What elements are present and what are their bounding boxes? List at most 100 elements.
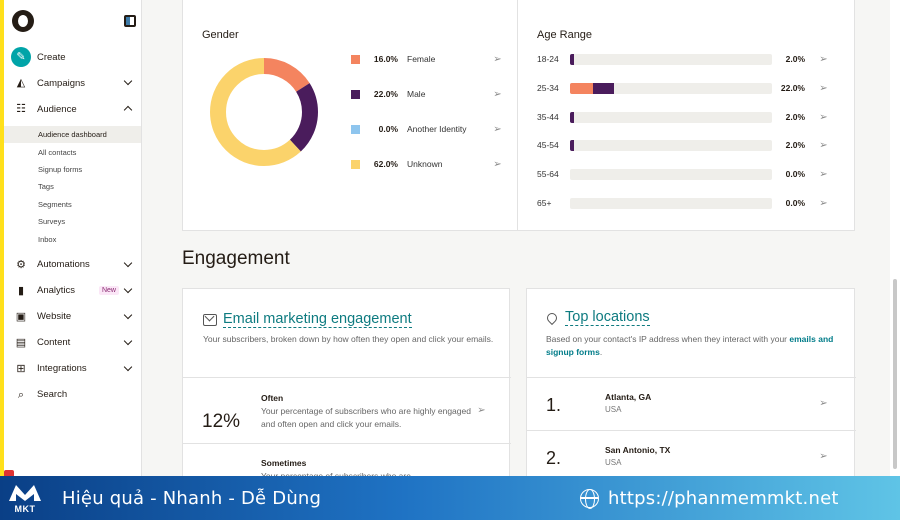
divider [183,443,511,444]
chevron-down-icon [123,284,133,293]
legend-label: Male [407,89,426,99]
legend-pct: 0.0% [378,124,398,134]
new-badge: New [98,285,119,295]
sidebar-nav: ✎ Create ◭ Campaigns ☷ Audience Audience… [4,44,141,408]
send-icon[interactable]: ➢ [819,169,828,180]
age-label: 18-24 [537,54,559,64]
send-icon[interactable]: ➢ [819,112,828,123]
location-country: USA [605,458,622,467]
divider [527,377,856,378]
sidebar-subitem-surveys[interactable]: Surveys [38,217,66,227]
sidebar-item-automations[interactable]: ⚙ Automations [4,252,141,278]
send-icon[interactable]: ➢ [493,158,502,170]
mkt-logo-icon [9,485,41,501]
divider [183,377,511,378]
donut-segment-male [210,58,318,166]
scrollbar-track[interactable] [890,0,900,476]
sidebar-item-audience[interactable]: ☷ Audience [4,96,141,122]
age-label: 65+ [537,198,552,208]
banner-url[interactable]: https://phanmemmkt.net [608,488,839,509]
promo-banner: MKT Hiệu quả - Nhanh - Dễ Dùng https://p… [0,476,900,520]
sidebar-item-search[interactable]: ⌕ Search [4,382,141,408]
sidebar-item-campaigns[interactable]: ◭ Campaigns [4,70,141,96]
send-icon[interactable]: ➢ [819,83,828,94]
send-icon[interactable]: ➢ [819,398,828,409]
sidebar-item-website[interactable]: ▣ Website [4,304,141,330]
legend-swatch [351,124,360,134]
donut-segment-unknown [210,58,318,166]
search-icon: ⌕ [17,388,25,401]
send-icon[interactable]: ➢ [493,123,502,135]
sidebar-item-analytics[interactable]: ▮ Analytics New [4,278,141,304]
send-icon[interactable]: ➢ [819,198,828,209]
legend-label: Female [407,54,436,64]
mailchimp-logo-icon[interactable] [12,10,34,32]
sidebar-item-label: Campaigns [37,77,86,89]
sidebar-item-label: Audience [37,103,77,115]
location-city: Atlanta, GA [605,392,652,402]
automation-icon: ⚙ [16,258,26,271]
sidebar-item-label: Search [37,389,68,401]
age-bar-segment [570,83,594,94]
age-row-55-64: 55-64 0.0% ➢ [537,167,837,181]
age-bar-track [570,198,772,209]
send-icon[interactable]: ➢ [493,88,502,100]
email-engagement-title[interactable]: Email marketing engagement [223,311,412,328]
content-icon: ▤ [15,336,27,349]
send-icon[interactable]: ➢ [819,451,828,462]
send-icon[interactable]: ➢ [819,54,828,65]
sidebar-subitem-tags[interactable]: Tags [38,182,54,192]
engagement-section-title: Engagement [182,248,290,269]
age-bar-segment [570,112,575,123]
legend-pct: 16.0% [373,54,398,64]
sidebar-subitem-signup-forms[interactable]: Signup forms [38,164,83,174]
chevron-down-icon [123,362,133,371]
chevron-down-icon [123,258,133,267]
sidebar-subitem-inbox[interactable]: Inbox [38,234,57,244]
age-pct: 2.0% [785,112,805,122]
age-range-title: Age Range [537,29,593,41]
sidebar-subitem-all-contacts[interactable]: All contacts [38,147,77,157]
sidebar-item-create[interactable]: ✎ Create [4,44,141,70]
gender-card: Gender 16.0% Female ➢ 22.0% Male ➢ 0.0% … [182,0,518,231]
emails-signup-forms-link[interactable]: emails and signup forms [546,334,834,357]
sidebar-item-integrations[interactable]: ⊞ Integrations [4,356,141,382]
sidebar-item-label: Automations [37,259,90,271]
engagement-sometimes-label: Sometimes [261,458,307,468]
send-icon[interactable]: ➢ [493,53,502,65]
legend-label: Unknown [407,159,443,169]
collapse-sidebar-icon[interactable] [124,15,136,27]
send-icon[interactable]: ➢ [819,140,828,151]
top-locations-title[interactable]: Top locations [565,309,650,326]
age-bar-track [570,169,772,180]
age-pct: 22.0% [780,83,805,93]
age-label: 45-54 [537,140,559,150]
send-icon[interactable]: ➢ [477,405,486,416]
top-locations-desc-text: Based on your contact's IP address when … [546,334,788,344]
chevron-down-icon [123,336,133,345]
window-edge [0,0,4,476]
legend-pct: 62.0% [373,159,398,169]
chevron-down-icon [123,310,133,319]
age-range-card: Age Range 18-24 2.0% ➢ 25-34 22.0% ➢ 35-44 2.0%… [517,0,855,231]
gender-legend-female: 16.0% Female ➢ [351,52,503,66]
age-bar-track [570,140,772,151]
gender-legend-another: 0.0% Another Identity ➢ [351,122,503,136]
legend-pct: 22.0% [373,89,398,99]
gender-title: Gender [202,29,239,41]
sidebar-item-content[interactable]: ▤ Content [4,330,141,356]
divider [527,430,856,431]
bar-chart-icon: ▮ [17,284,25,297]
age-row-65+: 65+ 0.0% ➢ [537,196,837,210]
gender-legend-male: 22.0% Male ➢ [351,87,503,101]
location-city: San Antonio, TX [605,445,671,455]
age-bar-segment [570,140,575,151]
age-label: 35-44 [537,112,559,122]
legend-swatch [351,54,360,64]
scrollbar-thumb[interactable] [893,279,897,469]
sidebar-subitem-audience-dashboard[interactable]: Audience dashboard [4,126,141,144]
email-open-icon [203,313,217,326]
megaphone-icon: ◭ [16,77,26,89]
sidebar-subitem-segments[interactable]: Segments [38,199,72,209]
age-label: 55-64 [537,169,559,179]
